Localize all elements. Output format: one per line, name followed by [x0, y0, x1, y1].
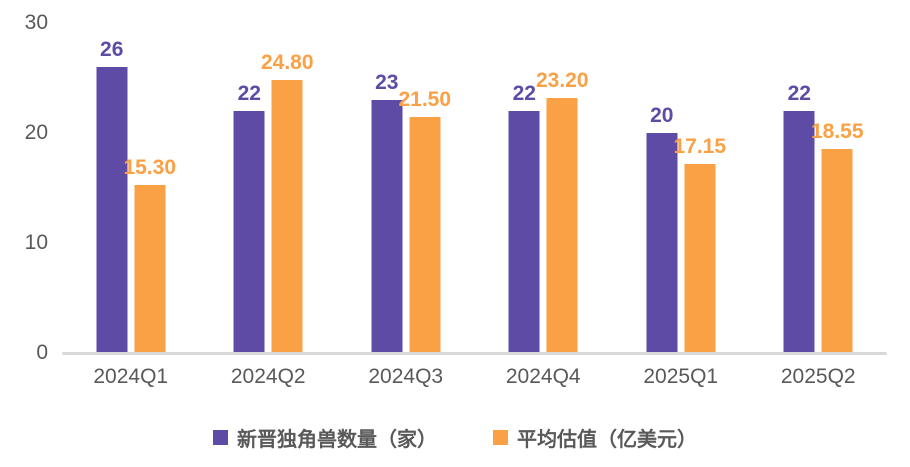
legend-swatch-icon	[493, 430, 508, 445]
bar-group-2024Q2: 22 24.80	[233, 51, 314, 353]
valuation-bar-2024Q3: 21.50	[398, 88, 451, 353]
x-axis-labels: 2024Q1 2024Q2 2024Q3 2024Q4 2025Q1 2025Q2	[62, 365, 887, 391]
count-label-2024Q2: 22	[237, 82, 261, 105]
legend: 新晋独角兽数量（家） 平均估值（亿美元）	[0, 423, 910, 452]
valuation-label-2025Q1: 17.15	[673, 135, 727, 159]
x-axis-label-2024Q4: 2024Q4	[505, 365, 581, 388]
valuation-label-2025Q2: 18.55	[810, 119, 864, 143]
legend-item-valuation: 平均估值（亿美元）	[493, 423, 697, 452]
x-axis-label-2024Q3: 2024Q3	[368, 365, 444, 388]
count-label-2024Q4: 22	[512, 82, 536, 105]
count-label-2024Q3: 23	[375, 71, 399, 94]
y-tick-label: 0	[36, 341, 48, 364]
bar-group-2024Q4: 22 23.20	[508, 69, 589, 353]
count-label-2025Q2: 22	[787, 82, 811, 105]
count-bar-2025Q2: 22	[783, 82, 815, 353]
plot-area: 26 15.30 22 24.80 23 21.50 22 23.20 20 17.15 22 18.…	[62, 23, 887, 353]
bar-group-2025Q1: 20 17.15	[646, 104, 726, 353]
legend-swatch-icon	[213, 430, 228, 445]
count-bar-2024Q2: 22	[233, 82, 265, 353]
bar-group-2024Q1: 26 15.30	[96, 38, 176, 353]
legend-item-count: 新晋独角兽数量（家）	[213, 423, 437, 452]
count-bar-2024Q3: 23	[371, 71, 403, 353]
valuation-label-2024Q4: 23.20	[535, 68, 589, 92]
valuation-label-2024Q2: 24.80	[260, 51, 314, 75]
x-axis-label-2025Q1: 2025Q1	[643, 365, 719, 388]
x-axis-label-2024Q1: 2024Q1	[93, 365, 169, 388]
valuation-bar-2024Q4: 23.20	[536, 69, 589, 353]
y-tick-label: 10	[24, 231, 48, 254]
bar-group-2024Q3: 23 21.50	[371, 71, 451, 353]
valuation-bar-2025Q2: 18.55	[811, 120, 864, 353]
valuation-bar-2025Q1: 17.15	[673, 135, 726, 353]
valuation-label-2024Q1: 15.30	[123, 155, 177, 179]
valuation-bar-2024Q2: 24.80	[261, 51, 314, 353]
x-axis-label-2025Q2: 2025Q2	[780, 365, 856, 388]
x-axis-line	[62, 352, 887, 355]
count-bar-2024Q1: 26	[96, 38, 128, 353]
count-bar-2024Q4: 22	[508, 82, 540, 353]
legend-label: 新晋独角兽数量（家）	[237, 429, 437, 451]
y-tick-label: 20	[24, 121, 48, 144]
y-tick-label: 30	[24, 11, 48, 34]
count-label-2024Q1: 26	[100, 38, 124, 61]
valuation-bar-2024Q1: 15.30	[123, 156, 176, 353]
legend-label: 平均估值（亿美元）	[517, 429, 697, 451]
bar-group-2025Q2: 22 18.55	[783, 82, 864, 353]
count-label-2025Q1: 20	[650, 104, 674, 127]
valuation-label-2024Q3: 21.50	[398, 87, 452, 111]
count-bar-2025Q1: 20	[646, 104, 678, 353]
x-axis-label-2024Q2: 2024Q2	[230, 365, 306, 388]
